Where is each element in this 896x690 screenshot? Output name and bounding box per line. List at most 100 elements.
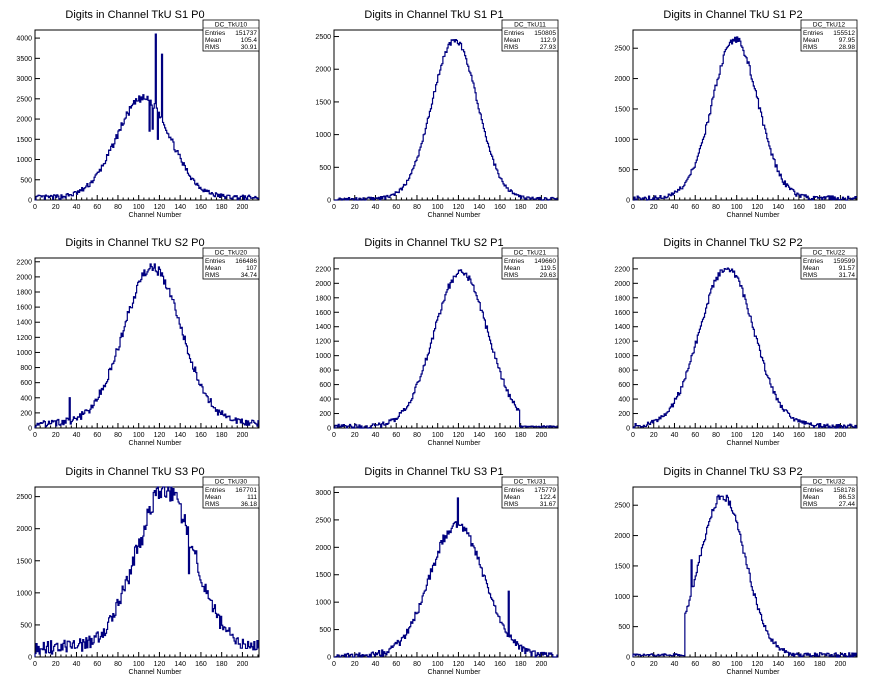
y-tick-label: 500 — [20, 622, 32, 629]
y-tick-label: 3500 — [16, 56, 32, 63]
stats-rms-label: RMS — [803, 501, 818, 508]
stats-entries-value: 159599 — [833, 258, 855, 265]
x-tick-label: 200 — [536, 661, 548, 668]
y-tick-label: 1600 — [16, 305, 32, 312]
x-tick-label: 0 — [33, 432, 37, 439]
y-tick-label: 2000 — [16, 526, 32, 533]
x-tick-label: 160 — [494, 204, 506, 211]
y-tick-label: 1500 — [16, 558, 32, 565]
x-tick-label: 120 — [154, 204, 166, 211]
chart-title: Digits in Channel TkU S3 P1 — [364, 466, 503, 478]
stats-mean-value: 111 — [247, 494, 257, 501]
x-tick-label: 120 — [154, 432, 166, 439]
y-tick-label: 1000 — [16, 157, 32, 164]
x-tick-label: 180 — [515, 204, 527, 211]
x-tick-label: 140 — [174, 204, 186, 211]
stats-rms-value: 31.74 — [839, 272, 856, 279]
x-tick-label: 180 — [515, 661, 527, 668]
y-tick-label: 200 — [618, 411, 630, 418]
y-tick-label: 600 — [20, 380, 32, 387]
y-tick-label: 600 — [319, 382, 331, 389]
x-tick-label: 200 — [536, 432, 548, 439]
x-axis-label: Channel Number — [428, 440, 482, 447]
x-tick-label: 200 — [835, 432, 847, 439]
y-tick-label: 1000 — [315, 353, 331, 360]
x-tick-label: 140 — [473, 661, 485, 668]
y-tick-label: 500 — [319, 627, 331, 634]
x-axis-label: Channel Number — [428, 212, 482, 219]
stats-entries-value: 155512 — [833, 30, 855, 37]
x-tick-label: 80 — [712, 661, 720, 668]
stats-entries-value: 167701 — [235, 487, 257, 494]
y-tick-label: 1000 — [315, 600, 331, 607]
x-tick-label: 80 — [712, 204, 720, 211]
x-tick-label: 80 — [413, 661, 421, 668]
x-tick-label: 160 — [195, 432, 207, 439]
x-tick-label: 80 — [114, 432, 122, 439]
y-tick-label: 1400 — [315, 324, 331, 331]
chart-title: Digits in Channel TkU S2 P2 — [663, 237, 802, 249]
y-tick-label: 2500 — [315, 517, 331, 524]
stats-mean-value: 97.95 — [839, 37, 856, 44]
y-tick-label: 400 — [319, 397, 331, 404]
x-tick-label: 100 — [432, 661, 444, 668]
x-tick-label: 60 — [691, 204, 699, 211]
stats-box-frame — [501, 476, 559, 509]
stats-box-frame — [800, 247, 858, 280]
y-tick-label: 2500 — [315, 34, 331, 41]
x-tick-label: 200 — [237, 204, 249, 211]
histogram-panel: Digits in Channel TkU S2 P0 0 20 40 60 80 100 1… — [16, 237, 260, 447]
y-tick-label: 2200 — [315, 266, 331, 273]
stats-mean-value: 119.5 — [540, 265, 556, 272]
x-tick-label: 60 — [392, 432, 400, 439]
y-tick-label: 1200 — [315, 339, 331, 346]
stats-rms-label: RMS — [205, 44, 220, 51]
x-tick-label: 160 — [195, 661, 207, 668]
y-tick-label: 2500 — [614, 503, 630, 510]
y-tick-label: 800 — [20, 365, 32, 372]
x-tick-label: 140 — [473, 432, 485, 439]
x-tick-label: 60 — [691, 661, 699, 668]
x-tick-label: 20 — [650, 204, 658, 211]
y-tick-label: 1400 — [16, 320, 32, 327]
x-tick-label: 180 — [515, 432, 527, 439]
y-tick-label: 2000 — [315, 545, 331, 552]
x-tick-label: 100 — [731, 661, 743, 668]
x-tick-label: 200 — [237, 432, 249, 439]
x-tick-label: 100 — [731, 432, 743, 439]
stats-mean-value: 86.53 — [839, 494, 856, 501]
histogram-panel: Digits in Channel TkU S3 P1 0 20 40 60 80 100 1… — [315, 466, 559, 676]
histogram-series — [334, 269, 558, 429]
y-tick-label: 2500 — [614, 46, 630, 53]
x-tick-label: 0 — [631, 432, 635, 439]
histogram-panel: Digits in Channel TkU S2 P1 0 20 40 60 80 100 1… — [315, 237, 559, 447]
histogram-series — [34, 33, 259, 201]
x-tick-label: 60 — [93, 432, 101, 439]
stats-mean-value: 122.4 — [540, 494, 557, 501]
y-tick-label: 2000 — [614, 76, 630, 83]
chart-title: Digits in Channel TkU S2 P1 — [364, 237, 503, 249]
x-tick-label: 120 — [154, 661, 166, 668]
x-tick-label: 160 — [793, 204, 805, 211]
x-tick-label: 200 — [835, 204, 847, 211]
x-tick-label: 20 — [650, 661, 658, 668]
y-tick-label: 200 — [20, 410, 32, 417]
stats-rms-value: 29.63 — [540, 272, 557, 279]
x-tick-label: 0 — [33, 661, 37, 668]
stats-mean-value: 105.4 — [241, 37, 258, 44]
x-tick-label: 0 — [631, 204, 635, 211]
stats-entries-label: Entries — [803, 487, 824, 494]
stats-entries-label: Entries — [205, 30, 226, 37]
y-tick-label: 1500 — [16, 137, 32, 144]
y-tick-label: 2000 — [315, 281, 331, 288]
x-tick-label: 0 — [631, 661, 635, 668]
stats-mean-label: Mean — [803, 494, 820, 501]
stats-name: DC_TkU31 — [514, 479, 547, 486]
x-tick-label: 100 — [432, 204, 444, 211]
stats-mean-label: Mean — [205, 37, 222, 44]
